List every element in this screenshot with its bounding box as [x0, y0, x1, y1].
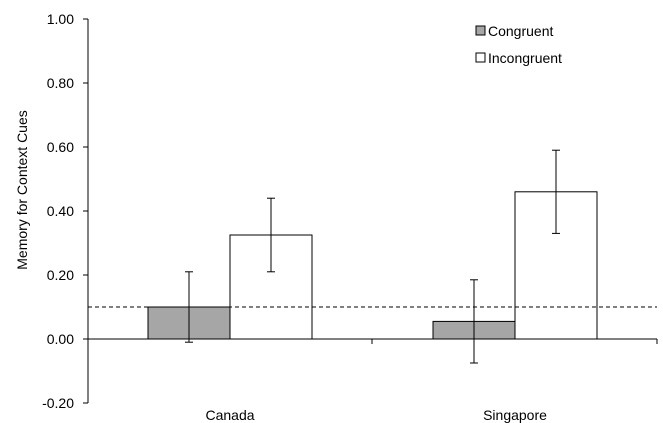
legend-label: Incongruent: [488, 50, 562, 66]
legend: Congruent Incongruent: [475, 23, 562, 66]
category-label: Singapore: [483, 407, 547, 423]
y-tick-label: 0.60: [47, 139, 74, 155]
y-tick-label: 0.20: [47, 267, 74, 283]
legend-label: Congruent: [488, 23, 553, 39]
y-tick-label: 0.80: [47, 75, 74, 91]
axes: [87, 19, 658, 403]
y-tick-label: 1.00: [47, 11, 74, 27]
y-tick-label: 0.00: [47, 331, 74, 347]
category-labels: Canada Singapore: [205, 407, 547, 423]
category-label: Canada: [205, 407, 254, 423]
legend-swatch: [475, 52, 486, 63]
legend-swatch: [475, 25, 486, 36]
y-tick-label: 0.40: [47, 203, 74, 219]
bars: [147, 149, 598, 364]
y-axis-ticks: 1.00 0.80 0.60 0.40 0.20 0.00 -0.20: [42, 11, 88, 411]
y-tick-label: -0.20: [42, 395, 74, 411]
y-axis-title: Memory for Context Cues: [14, 110, 30, 270]
